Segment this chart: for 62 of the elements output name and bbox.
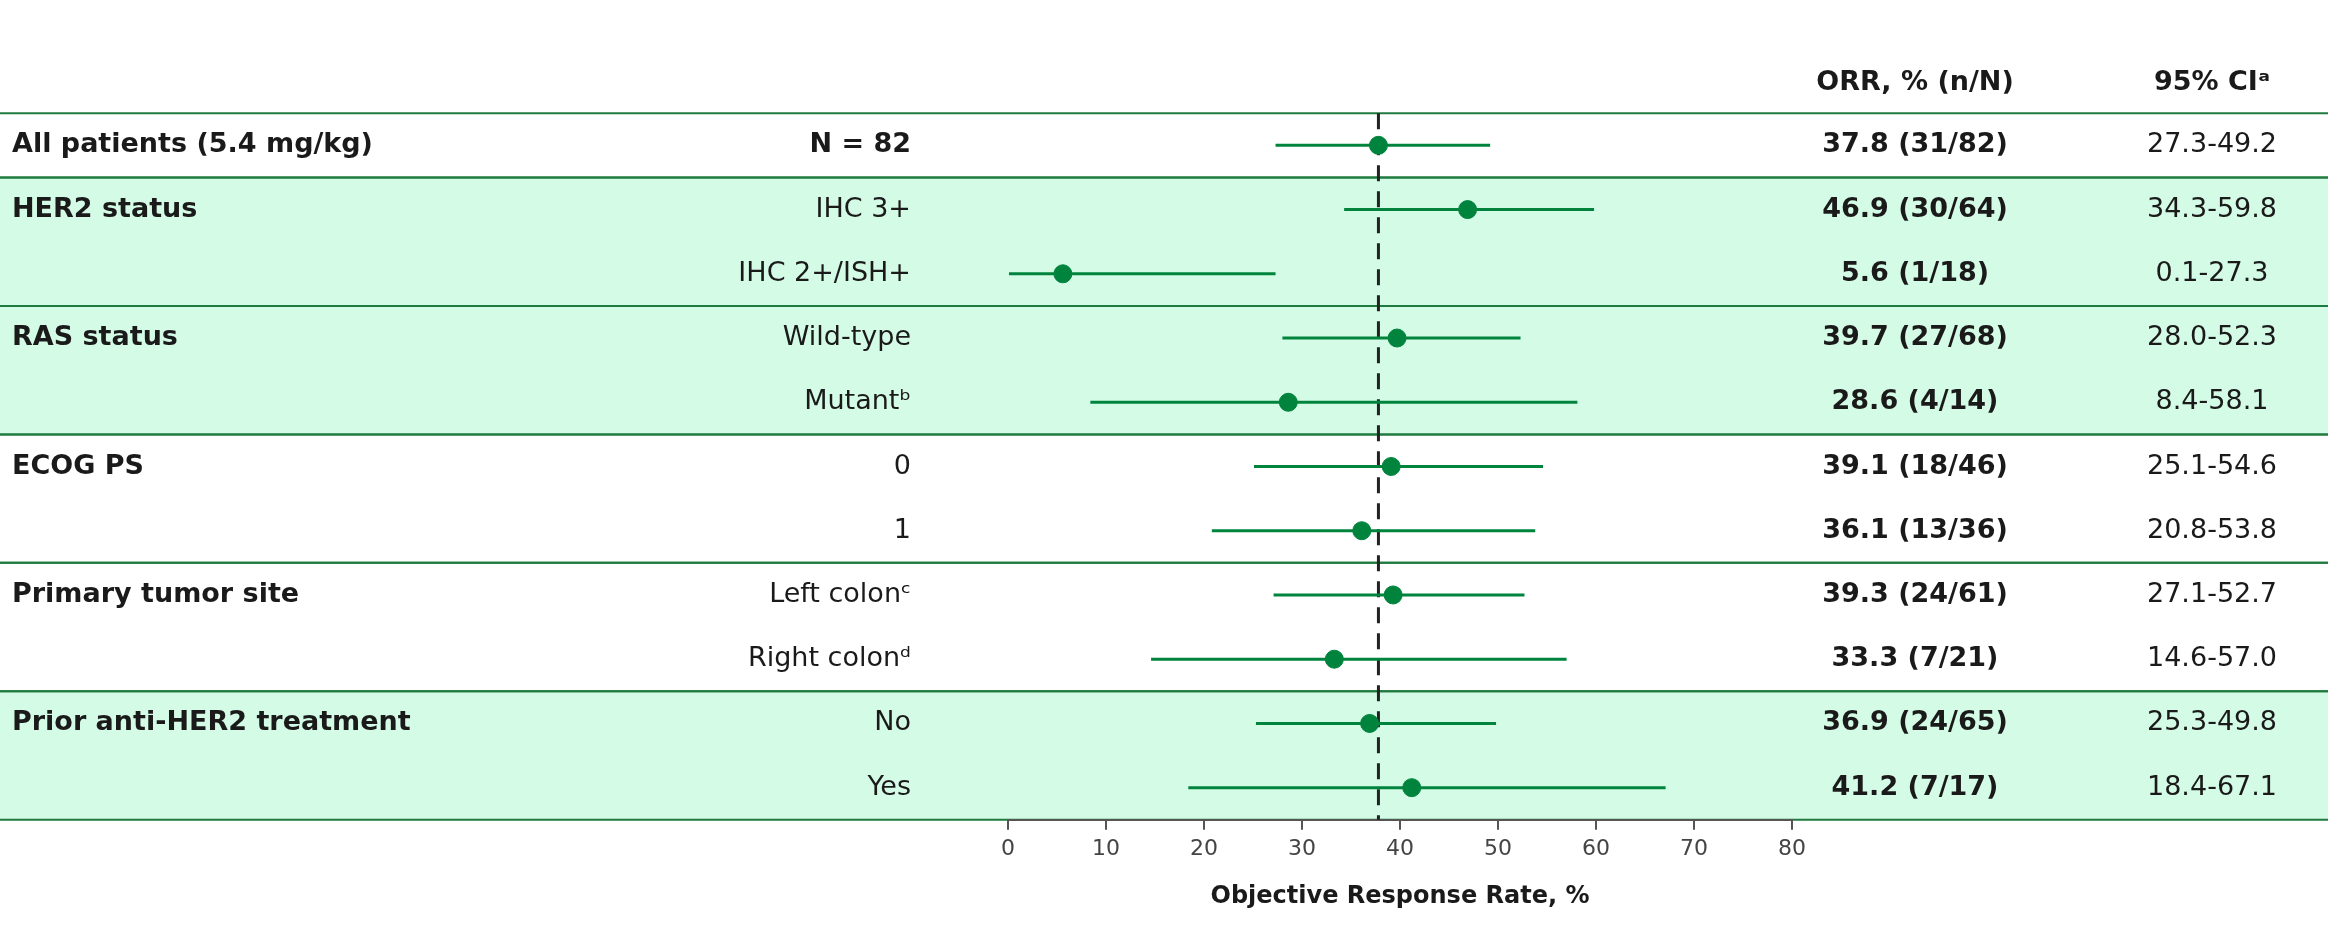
point — [1352, 521, 1372, 541]
data-label: 46.9 (30/64) — [1822, 191, 2008, 223]
x-tick-label: 20 — [1190, 834, 1218, 860]
text: 8.4-58.1 — [2155, 384, 2269, 416]
y-tick-label: 0 — [893, 448, 911, 480]
point — [1383, 585, 1403, 605]
text: 28.0-52.3 — [2147, 320, 2277, 352]
x-tick-label: 30 — [1288, 834, 1316, 860]
point — [1324, 649, 1344, 669]
x-tick-label: 80 — [1778, 834, 1806, 860]
point — [1387, 328, 1407, 348]
text: 18.4-67.1 — [2147, 769, 2277, 801]
y-tick-label: Left colonᶜ — [769, 576, 911, 608]
data-label: 5.6 (1/18) — [1840, 255, 1990, 287]
point — [1360, 713, 1380, 733]
text: 34.3-59.8 — [2147, 191, 2277, 223]
text: 27.3-49.2 — [2147, 127, 2277, 159]
text: 25.3-49.8 — [2147, 705, 2277, 737]
text: 27.1-52.7 — [2147, 576, 2277, 608]
y-tick-label: Mutantᵇ — [804, 384, 911, 416]
data-label: 37.8 (31/82) — [1822, 127, 2008, 159]
y2-tick-label: RAS status — [12, 320, 178, 352]
x-tick-label: 40 — [1386, 834, 1414, 860]
x-tick-label: 60 — [1582, 834, 1610, 860]
data-label: 28.6 (4/14) — [1831, 384, 1999, 416]
data-label: 41.2 (7/17) — [1831, 769, 1999, 801]
text: ORR, % (n/N) — [1816, 65, 2014, 97]
y2-tick-label: HER2 status — [12, 191, 198, 223]
data-label: 39.3 (24/61) — [1822, 576, 2008, 608]
y-tick-label: IHC 2+/ISH+ — [738, 255, 911, 287]
x-tick-label: 70 — [1680, 834, 1708, 860]
y-tick-label: N = 82 — [809, 127, 911, 159]
text: 25.1-54.6 — [2147, 448, 2277, 480]
text: 14.6-57.0 — [2147, 641, 2277, 673]
point — [1053, 264, 1073, 284]
y-tick-label: Right colonᵈ — [747, 641, 911, 673]
y-tick-label: 1 — [893, 512, 911, 544]
data-label: 36.9 (24/65) — [1822, 705, 2008, 737]
y2-tick-label: All patients (5.4 mg/kg) — [12, 127, 373, 159]
data-label: 36.1 (13/36) — [1822, 512, 2008, 544]
text: 0.1-27.3 — [2155, 255, 2269, 287]
point — [1278, 392, 1298, 412]
point — [1402, 778, 1422, 798]
x-tick-label: 50 — [1484, 834, 1512, 860]
point — [1381, 457, 1401, 476]
data-label: 33.3 (7/21) — [1831, 641, 1999, 673]
point — [1458, 200, 1478, 220]
x-axis-title: Objective Response Rate, % — [1210, 880, 1590, 909]
x-tick-label: 10 — [1092, 834, 1120, 860]
text: 20.8-53.8 — [2147, 512, 2277, 544]
y-tick-label: Wild-type — [782, 320, 911, 352]
data-label: 39.1 (18/46) — [1822, 448, 2008, 480]
y2-tick-label: ECOG PS — [12, 448, 145, 480]
data-label: 39.7 (27/68) — [1822, 320, 2008, 352]
y2-tick-label: Primary tumor site — [12, 576, 300, 608]
x-tick-label: 0 — [1001, 834, 1015, 860]
text: 95% CIᵃ — [2153, 65, 2271, 97]
point — [1368, 135, 1388, 155]
y-tick-label: Yes — [866, 769, 911, 801]
y-tick-label: No — [874, 705, 911, 737]
y2-tick-label: Prior anti-HER2 treatment — [12, 705, 411, 737]
y-tick-label: IHC 3+ — [815, 191, 911, 223]
